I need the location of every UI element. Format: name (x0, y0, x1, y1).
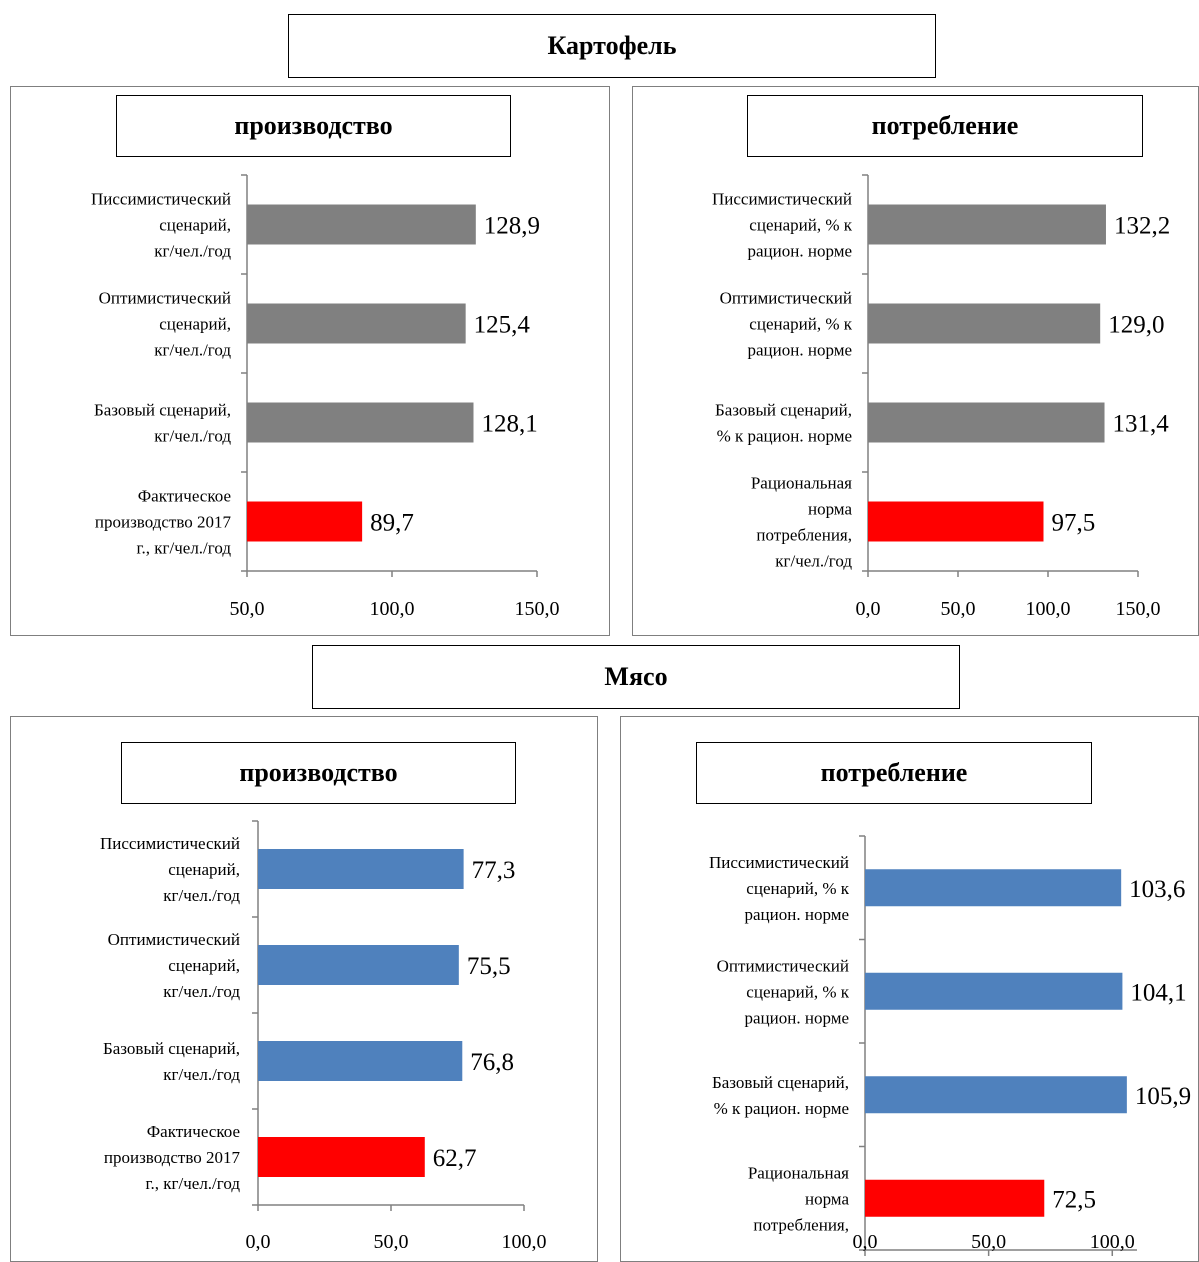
category-label: Базовый сценарий,% к рацион. норме (712, 1073, 849, 1118)
category-label: Оптимистический сценарий, % к рацион. норм… (720, 289, 853, 360)
chart-svg: 0,0 50,0 100,0 103,6 Писсимистический сценари… (709, 835, 1191, 1256)
chart-panel-potato-consumption: потребление 0,0 50,0 100,0 150,0 132,2 Писсим… (632, 86, 1199, 636)
bar (258, 945, 459, 985)
bar (247, 303, 466, 344)
data-label: 128,1 (481, 411, 537, 438)
tick-label: 50,0 (230, 598, 265, 620)
category-label: Фактическое производство 2017 г., кг/чел./… (95, 487, 232, 558)
data-label: 72,5 (1052, 1186, 1096, 1213)
data-label: 62,7 (433, 1145, 477, 1172)
category-label: Рациональная норма потребления, (748, 1163, 850, 1234)
data-label: 76,8 (470, 1049, 514, 1076)
data-label: 105,9 (1135, 1083, 1191, 1110)
bar (865, 869, 1122, 907)
category-label: Оптимистический сценарий, кг/чел./год (99, 289, 232, 360)
category-label: Оптимистический сценарий, % к рацион. норм… (717, 956, 850, 1027)
chart-title: потребление (747, 95, 1143, 157)
data-label: 104,1 (1130, 979, 1186, 1006)
category-label: Базовый сценарий,% к рацион. норме (715, 401, 852, 446)
tick-label: 0,0 (856, 598, 881, 620)
chart-title: потребление (696, 742, 1092, 804)
data-label: 132,2 (1114, 213, 1170, 240)
data-label: 89,7 (370, 510, 414, 537)
data-label: 75,5 (467, 953, 511, 980)
tick-label: 0,0 (853, 1231, 878, 1253)
tick-label: 50,0 (374, 1231, 409, 1253)
tick-label: 100,0 (370, 598, 415, 620)
category-label: Рациональная норма потребления, кг/чел./год (751, 474, 853, 571)
data-label: 77,3 (472, 857, 516, 884)
bar (247, 204, 476, 245)
data-label: 97,5 (1052, 510, 1096, 537)
chart-svg: 0,0 50,0 100,0 77,3 Писсимистический сценарий… (100, 820, 547, 1253)
bar (258, 1137, 425, 1177)
data-label: 131,4 (1113, 411, 1170, 438)
tick-label: 50,0 (971, 1231, 1006, 1253)
bar (868, 501, 1044, 542)
category-label: Писсимистический сценарий, % к рацион. нор… (712, 190, 853, 261)
data-label: 129,0 (1108, 312, 1164, 339)
bar (865, 972, 1123, 1010)
category-label: Писсимистический сценарий, кг/чел./год (91, 190, 231, 261)
bar (258, 849, 464, 889)
bar (258, 1041, 463, 1081)
tick-label: 100,0 (502, 1231, 547, 1253)
tick-label: 100,0 (1090, 1231, 1135, 1253)
section-title-potato: Картофель (288, 14, 936, 78)
section-title-meat: Мясо (312, 645, 960, 709)
chart-svg: 0,0 50,0 100,0 150,0 132,2 Писсимистический сц… (712, 174, 1170, 620)
bar (868, 204, 1106, 245)
category-label: Фактическое производство 2017 г., кг/чел./… (104, 1122, 241, 1193)
tick-label: 50,0 (941, 598, 976, 620)
category-label: Базовый сценарий, кг/чел./год (103, 1039, 240, 1084)
tick-label: 150,0 (1116, 598, 1161, 620)
category-label: Базовый сценарий, кг/чел./год (94, 401, 231, 446)
bar (247, 501, 363, 542)
category-label: Писсимистический сценарий, % к рацион. нор… (709, 853, 850, 924)
tick-label: 0,0 (246, 1231, 271, 1253)
data-label: 128,9 (484, 213, 540, 240)
bar (865, 1076, 1127, 1114)
chart-panel-meat-consumption: потребление 0,0 50,0 100,0 103,6 Писсимистич… (620, 716, 1199, 1262)
chart-title: производство (121, 742, 516, 804)
data-label: 125,4 (474, 312, 531, 339)
bar (865, 1179, 1045, 1217)
bar (868, 402, 1105, 443)
tick-label: 100,0 (1026, 598, 1071, 620)
category-label: Писсимистический сценарий, кг/чел./год (100, 834, 240, 905)
chart-title: производство (116, 95, 511, 157)
data-label: 103,6 (1129, 876, 1185, 903)
chart-svg: 50,0 100,0 150,0 128,9 Писсимистический сцена… (91, 174, 560, 620)
tick-label: 150,0 (515, 598, 560, 620)
chart-panel-potato-production: производство 50,0 100,0 150,0 128,9 Писсимис… (10, 86, 610, 636)
category-label: Оптимистический сценарий, кг/чел./год (108, 930, 241, 1001)
chart-panel-meat-production: производство 0,0 50,0 100,0 77,3 Писсимистич… (10, 716, 598, 1262)
bar (868, 303, 1101, 344)
bar (247, 402, 474, 443)
